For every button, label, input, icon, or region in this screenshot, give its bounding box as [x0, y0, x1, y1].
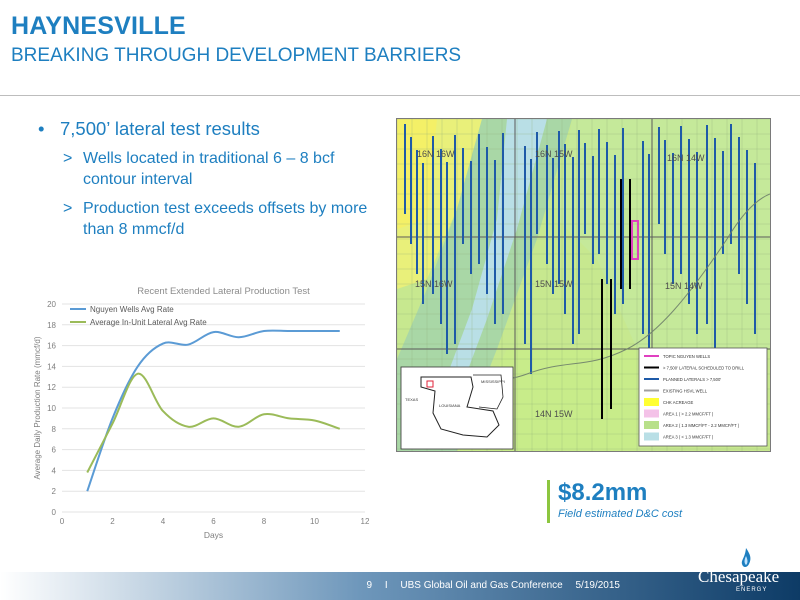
- y-tick-label: 6: [52, 446, 57, 455]
- legend-item-label: EXISTING HSVL WELL: [663, 389, 708, 394]
- y-tick-label: 14: [47, 362, 56, 371]
- inset-label: LOUISIANA: [439, 403, 461, 408]
- legend-box-swatch: [644, 432, 659, 441]
- y-tick-label: 18: [47, 321, 56, 330]
- slide-subtitle: BREAKING THROUGH DEVELOPMENT BARRIERS: [11, 45, 462, 66]
- x-tick-label: 10: [310, 517, 319, 526]
- page-number: 9: [366, 580, 373, 591]
- y-tick-label: 20: [47, 300, 56, 309]
- legend-item-label: PLANNED LATERALS > 7,500': [663, 377, 721, 382]
- township-label: 15N 14W: [665, 281, 703, 291]
- legend-item-label: AREA 1 ( > 2.2 MMCF/FT ): [663, 412, 714, 417]
- x-axis-label: Days: [204, 530, 223, 540]
- township-label: 14N 15W: [535, 409, 573, 419]
- sub-bullet-arrow: >: [63, 200, 73, 217]
- cost-callout: $8.2mm Field estimated D&C cost: [547, 480, 682, 523]
- conference-name: UBS Global Oil and Gas Conference: [400, 580, 563, 591]
- inset-frame: [400, 366, 514, 450]
- acreage-map: 16N 16W 16N 15W 16N 14W 15N 16W 15N 15W 15N 1…: [396, 118, 771, 452]
- y-tick-label: 12: [47, 383, 56, 392]
- bullet-main: • 7,500’ lateral test results: [38, 118, 378, 140]
- y-tick-label: 10: [47, 404, 56, 413]
- x-tick-label: 4: [161, 517, 166, 526]
- chart-title: Recent Extended Lateral Production Test: [137, 286, 310, 297]
- bullet-dot: •: [38, 118, 45, 139]
- footer-date: 5/19/2015: [575, 580, 621, 591]
- y-tick-label: 2: [52, 487, 57, 496]
- x-tick-label: 12: [361, 517, 370, 526]
- cost-label: Field estimated D&C cost: [558, 508, 683, 520]
- legend-box-swatch: [644, 409, 659, 418]
- sub-bullet-arrow: >: [63, 150, 73, 167]
- acreage-map-svg: 16N 16W 16N 15W 16N 14W 15N 16W 15N 15W 15N 1…: [397, 119, 770, 451]
- x-tick-label: 2: [110, 517, 115, 526]
- map-legend: TOPIC NGUYEN WELLS > 7,500' LATERAL SCHED…: [638, 347, 768, 447]
- township-label: 16N 15W: [535, 149, 573, 159]
- logo-sub: ENERGY: [736, 587, 768, 593]
- x-tick-label: 6: [211, 517, 216, 526]
- y-tick-label: 8: [52, 425, 57, 434]
- township-label: 16N 16W: [417, 149, 455, 159]
- nguyen-wells-box: [631, 220, 639, 260]
- production-chart: 0 2 4 6 8 10 12 14 16 18 20 0 2 4 6 8 10 12 Recent Extende…: [30, 282, 375, 542]
- title-divider: [0, 95, 800, 96]
- legend-label-1: Nguyen Wells Avg Rate: [90, 305, 174, 314]
- legend-frame: [638, 347, 768, 447]
- bullet-sub-1-text: Wells located in traditional 6 – 8 bcf c…: [83, 150, 335, 188]
- mississippi-outline: [473, 374, 504, 410]
- location-marker: [426, 380, 434, 388]
- louisiana-outline: [420, 376, 500, 438]
- footer-text: 9 I UBS Global Oil and Gas Conference 5/…: [362, 580, 626, 591]
- flame-icon: [741, 548, 751, 567]
- y-tick-label: 0: [52, 508, 57, 517]
- production-chart-svg: 0 2 4 6 8 10 12 14 16 18 20 0 2 4 6 8 10 12 Recent Extende…: [33, 286, 370, 540]
- bullet-list: • 7,500’ lateral test results > Wells lo…: [38, 118, 378, 240]
- y-axis-label: Average Daily Production Rate (mmcf/d): [33, 336, 42, 479]
- footer-bar: 9 I UBS Global Oil and Gas Conference 5/…: [0, 572, 800, 600]
- area-2-northeast: [557, 119, 770, 349]
- township-label: 15N 16W: [415, 279, 453, 289]
- legend-box-swatch: [644, 421, 659, 429]
- inset-label: MISSISSIPPI: [481, 379, 505, 384]
- x-tick-label: 8: [262, 517, 267, 526]
- legend-item-label: AREA 2 ( 1.3 MMCF/FT - 2.2 MMCF/FT ): [663, 423, 740, 428]
- slide-title: HAYNESVILLE: [11, 12, 186, 40]
- township-label: 15N 15W: [535, 279, 573, 289]
- y-tick-label: 4: [52, 466, 57, 475]
- inset-map: TEXAS LOUISIANA MISSISSIPPI: [400, 366, 514, 450]
- bullet-main-text: 7,500’ lateral test results: [60, 118, 260, 139]
- y-tick-label: 16: [47, 342, 56, 351]
- township-label: 16N 14W: [667, 153, 705, 163]
- bullet-sub-2: > Production test exceeds offsets by mor…: [38, 198, 378, 240]
- chesapeake-logo: Chesapeake ENERGY: [698, 547, 794, 597]
- series-line-1: [86, 329, 340, 492]
- series-line-2: [86, 372, 341, 473]
- legend-item-label: AREA 3 ( < 1.3 MMCF/FT ): [663, 435, 714, 440]
- cost-value: $8.2mm: [558, 479, 648, 506]
- bullet-sub-1: > Wells located in traditional 6 – 8 bcf…: [38, 148, 378, 190]
- legend-item-label: > 7,500' LATERAL SCHEDULED TO DRILL: [663, 366, 745, 371]
- legend-label-2: Average In-Unit Lateral Avg Rate: [90, 318, 207, 327]
- footer-separator: I: [384, 580, 388, 591]
- legend-item-label: CHK ACREAGE: [663, 400, 693, 405]
- bullet-sub-2-text: Production test exceeds offsets by more …: [83, 200, 368, 238]
- legend-box-swatch: [644, 398, 659, 406]
- legend-item-label: TOPIC NGUYEN WELLS: [663, 354, 710, 359]
- logo-name: Chesapeake: [698, 567, 780, 586]
- x-tick-label: 0: [60, 517, 65, 526]
- inset-label: TEXAS: [405, 397, 418, 402]
